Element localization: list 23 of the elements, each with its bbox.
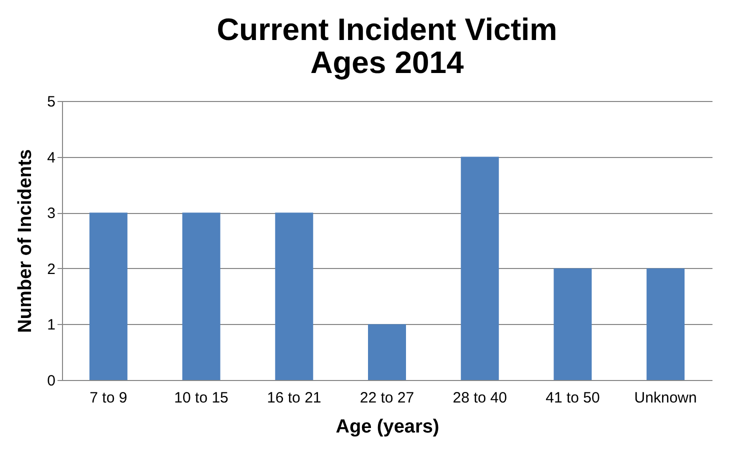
y-tick-label: 2 xyxy=(47,260,56,278)
x-axis-title: Age (years) xyxy=(336,416,440,438)
y-tick-label: 1 xyxy=(47,316,56,334)
bar xyxy=(460,156,499,380)
y-tick-label: 0 xyxy=(47,372,56,390)
y-tick-label: 3 xyxy=(47,205,56,222)
bar xyxy=(275,212,314,380)
x-tick-label: Unknown xyxy=(634,390,697,406)
y-tick-label: 4 xyxy=(47,149,56,166)
y-axis-title: Number of Incidents xyxy=(15,149,36,333)
bar xyxy=(89,212,128,380)
bar xyxy=(646,268,685,380)
x-tick-label: 22 to 27 xyxy=(360,390,414,406)
y-tick-label: 5 xyxy=(47,94,56,110)
chart-title: Current Incident Victim Ages 2014 xyxy=(216,12,558,80)
x-tick-label: 16 to 21 xyxy=(267,390,322,406)
x-tick-label: 7 to 9 xyxy=(90,390,128,406)
bar xyxy=(182,212,220,380)
x-tick-label: 10 to 15 xyxy=(174,390,228,406)
x-tick-label: 28 to 40 xyxy=(452,390,507,406)
x-tick-label: 41 to 50 xyxy=(546,390,600,406)
bar xyxy=(554,268,592,380)
bar xyxy=(368,324,406,380)
